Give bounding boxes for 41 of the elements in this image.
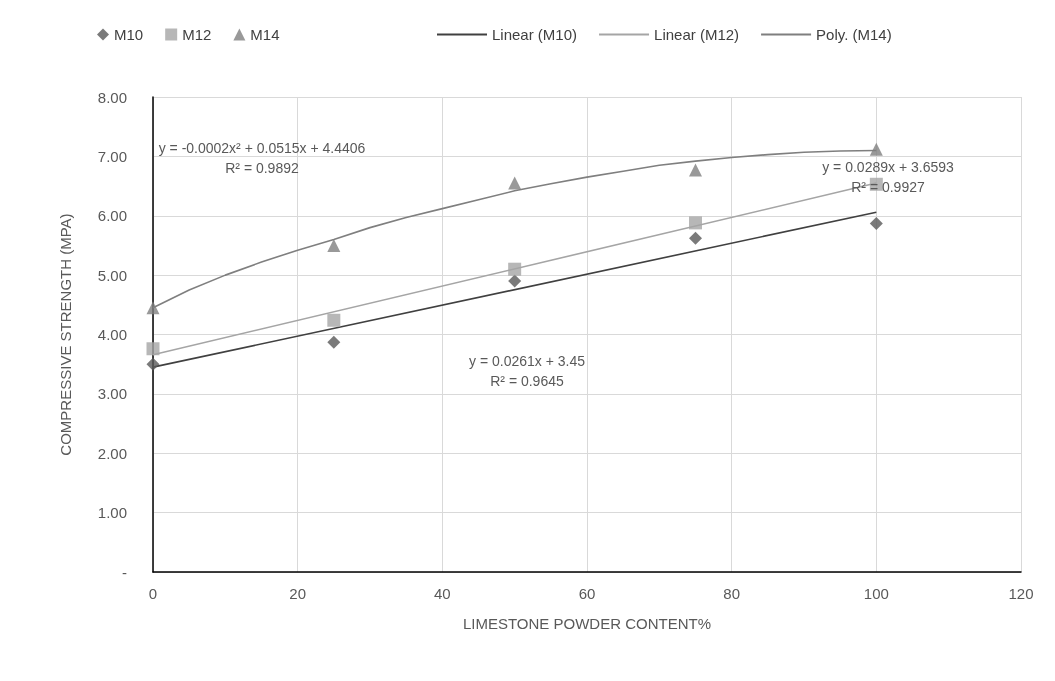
x-axis-title: LIMESTONE POWDER CONTENT%	[462, 615, 712, 632]
x-tick-label: 100	[863, 585, 889, 602]
legend-label: M10	[114, 26, 144, 43]
y-tick-label: 3.00	[97, 385, 127, 403]
y-tick-label: 5.00	[97, 266, 127, 284]
legend-label: M12	[182, 26, 212, 43]
y-axis-title: COMPRESSIVE STRENGTH (MPA)	[57, 213, 74, 456]
legend-label: Poly. (M14)	[816, 26, 892, 43]
point	[146, 301, 160, 315]
point	[508, 274, 522, 288]
annotation: y = 0.0289x + 3.6593 R² = 0.9927	[822, 159, 954, 195]
y-tick-label: 7.00	[97, 147, 127, 165]
y-tick-label: 8.00	[97, 88, 127, 106]
x-tick-label: 0	[148, 585, 158, 602]
y-tick-label: 6.00	[97, 207, 127, 225]
x-tick-label: 60	[578, 585, 596, 602]
y-tick-label: -	[122, 563, 127, 581]
annotation: y = -0.0002x² + 0.0515x + 4.4406 R² = 0.9892	[158, 140, 366, 176]
point	[327, 313, 341, 327]
point	[689, 163, 702, 177]
y-tick-label: 1.00	[97, 504, 127, 522]
point	[689, 231, 702, 245]
annotation: y = 0.0261x + 3.45 R² = 0.9645	[469, 353, 586, 389]
x-tick-label: 20	[289, 585, 307, 602]
point	[689, 216, 702, 230]
x-tick-label: 120	[1008, 585, 1034, 602]
point	[508, 262, 522, 276]
point	[327, 238, 341, 252]
point	[508, 176, 522, 190]
x-tick-label: 80	[723, 585, 741, 602]
point	[146, 342, 160, 356]
legend-label: Linear (M12)	[654, 26, 740, 43]
point	[869, 142, 883, 156]
point	[327, 335, 341, 349]
point	[146, 357, 160, 371]
x-tick-label: 40	[433, 585, 451, 602]
legend-label: Linear (M10)	[492, 26, 578, 43]
point	[869, 216, 883, 230]
y-tick-label: 4.00	[97, 326, 127, 343]
legend-label: M14	[250, 26, 280, 43]
y-tick-label: 2.00	[97, 444, 127, 462]
